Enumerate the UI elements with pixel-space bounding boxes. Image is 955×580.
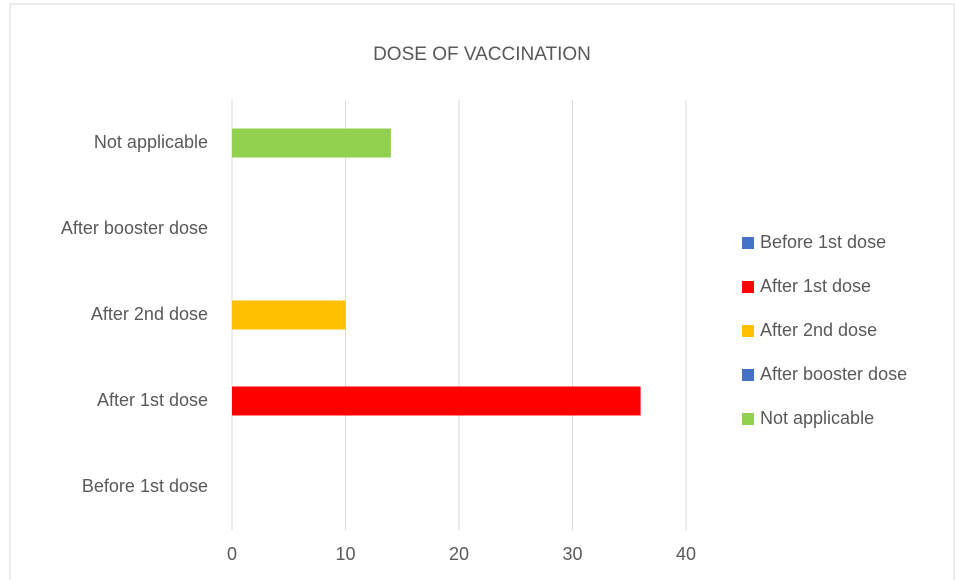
legend-swatch [742, 237, 754, 249]
legend-label: Not applicable [760, 408, 874, 428]
y-tick-label: After 1st dose [97, 390, 208, 410]
chart-frame [9, 3, 955, 580]
legend-label: After 2nd dose [760, 320, 877, 340]
bar [232, 386, 641, 416]
y-tick-label: After booster dose [61, 218, 208, 238]
legend-swatch [742, 413, 754, 425]
bar [232, 300, 346, 330]
chart-title: DOSE OF VACCINATION [373, 44, 591, 65]
x-tick-label: 10 [335, 544, 355, 564]
legend-label: Before 1st dose [760, 232, 886, 252]
legend-swatch [742, 369, 754, 381]
y-tick-label: Not applicable [94, 132, 208, 152]
x-tick-label: 0 [227, 544, 237, 564]
x-tick-label: 40 [676, 544, 696, 564]
y-tick-label: After 2nd dose [91, 304, 208, 324]
legend-swatch [742, 281, 754, 293]
legend-label: After 1st dose [760, 276, 871, 296]
legend-swatch [742, 325, 754, 337]
legend-label: After booster dose [760, 364, 907, 384]
bar [232, 128, 391, 158]
x-tick-label: 30 [562, 544, 582, 564]
x-tick-label: 20 [449, 544, 469, 564]
y-tick-label: Before 1st dose [82, 476, 208, 496]
